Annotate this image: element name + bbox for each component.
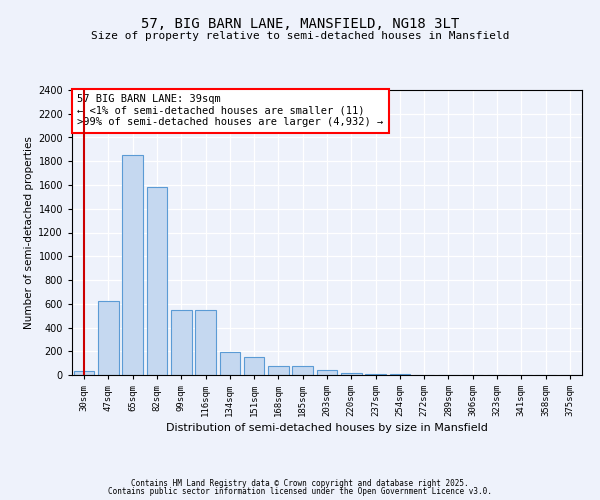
Y-axis label: Number of semi-detached properties: Number of semi-detached properties <box>24 136 34 329</box>
Bar <box>146 188 167 375</box>
Text: Contains HM Land Registry data © Crown copyright and database right 2025.: Contains HM Land Registry data © Crown c… <box>131 478 469 488</box>
Bar <box>389 374 410 375</box>
Text: Contains public sector information licensed under the Open Government Licence v3: Contains public sector information licen… <box>108 487 492 496</box>
Bar <box>74 372 94 375</box>
Bar <box>268 366 289 375</box>
Bar <box>220 352 240 375</box>
Bar <box>365 374 386 375</box>
Bar <box>171 310 191 375</box>
Bar <box>195 310 216 375</box>
Bar <box>244 357 265 375</box>
Bar <box>341 372 362 375</box>
Bar <box>292 366 313 375</box>
Text: Size of property relative to semi-detached houses in Mansfield: Size of property relative to semi-detach… <box>91 31 509 41</box>
Bar <box>317 370 337 375</box>
Bar <box>98 302 119 375</box>
Bar <box>122 156 143 375</box>
X-axis label: Distribution of semi-detached houses by size in Mansfield: Distribution of semi-detached houses by … <box>166 423 488 433</box>
Text: 57, BIG BARN LANE, MANSFIELD, NG18 3LT: 57, BIG BARN LANE, MANSFIELD, NG18 3LT <box>141 18 459 32</box>
Text: 57 BIG BARN LANE: 39sqm
← <1% of semi-detached houses are smaller (11)
>99% of s: 57 BIG BARN LANE: 39sqm ← <1% of semi-de… <box>77 94 383 128</box>
